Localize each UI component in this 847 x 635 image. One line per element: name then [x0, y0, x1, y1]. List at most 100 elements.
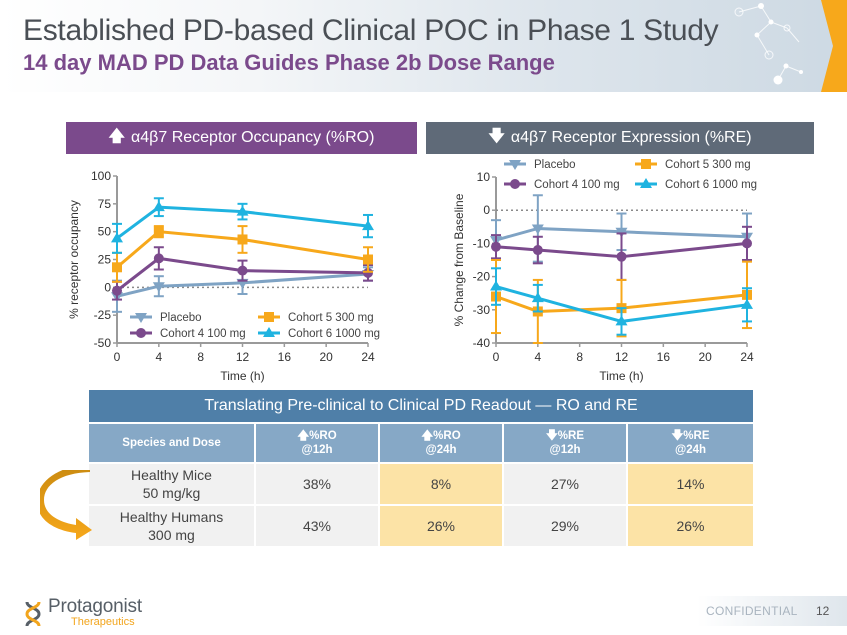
value-cell-highlighted: 26% [628, 506, 753, 548]
y-tick-label: -25 [94, 308, 112, 322]
series-line [116, 205, 369, 240]
series-line [495, 285, 748, 323]
re-chart: -40 -30 -20 -10 0 10 0 4 8 12 16 20 24 Time (h) % Chan… [452, 159, 757, 383]
y-tick-label: -50 [94, 336, 112, 350]
re-panel-header: 🡇 α4β7 Receptor Expression (%RE) [426, 122, 814, 154]
re-panel-label: α4β7 Receptor Expression (%RE) [510, 129, 752, 146]
data-point [531, 292, 544, 303]
x-tick-label: 20 [319, 350, 333, 364]
data-point [742, 238, 752, 249]
ro-panel-label: α4β7 Receptor Occupancy (%RO) [131, 129, 375, 146]
data-point [490, 280, 502, 291]
value-cell-highlighted: 26% [380, 506, 504, 548]
orange-chevron-decoration [821, 0, 847, 92]
data-point [111, 232, 123, 243]
data-point [236, 205, 249, 216]
x-axis-title: Time (h) [220, 369, 264, 383]
curved-arrow-icon [40, 470, 92, 540]
value-cell: 38% [256, 464, 380, 506]
y-tick-label: -30 [473, 303, 491, 317]
data-point [152, 201, 165, 212]
legend-label: Cohort 4 100 mg [534, 179, 620, 191]
x-tick-label: 4 [534, 350, 541, 364]
data-point [237, 265, 248, 276]
series-cohort5 [112, 225, 373, 283]
arrow-down-icon: 🡇 [488, 127, 505, 145]
y-tick-label: 0 [104, 280, 111, 294]
legend-marker [264, 312, 274, 322]
data-point [237, 234, 248, 245]
page-subtitle: 14 day MAD PD Data Guides Phase 2b Dose … [23, 50, 555, 75]
molecule-decoration-icon [734, 3, 803, 85]
ro-chart: -50 -25 0 25 50 75 100 0 4 8 12 16 20 24 Time (h) % rec… [67, 169, 380, 383]
header-ro-24h: 🡅%RO @24h [380, 424, 504, 464]
value-cell-highlighted: 14% [628, 464, 753, 506]
table-header-row: Species and Dose 🡅%RO @12h 🡅%RO @24h 🡇%RE @… [89, 424, 753, 464]
series-line [116, 230, 369, 269]
legend-label: Cohort 6 1000 mg [288, 328, 380, 340]
series-cohort6 [111, 197, 374, 254]
company-logo: Protagonist Therapeutics [18, 596, 178, 630]
legend-label: Cohort 5 300 mg [665, 159, 751, 171]
x-tick-label: 8 [576, 350, 583, 364]
x-tick-label: 16 [657, 350, 671, 364]
arrow-up-icon: 🡅 [108, 127, 125, 145]
data-point [491, 241, 501, 252]
table-row: Healthy Mice 50 mg/kg 38% 8% 27% 14% [89, 464, 753, 506]
data-point [363, 267, 373, 278]
series-cohort6 [490, 267, 753, 336]
y-tick-label: -40 [473, 336, 491, 350]
y-tick-label: 10 [477, 170, 491, 184]
y-axis-title: % receptor occupancy [67, 200, 81, 319]
data-point [112, 262, 122, 273]
data-point [153, 253, 164, 264]
translation-table: Translating Pre-clinical to Clinical PD … [89, 390, 753, 548]
value-cell: 29% [504, 506, 628, 548]
x-tick-label: 12 [615, 350, 629, 364]
legend-marker [641, 159, 651, 169]
x-tick-label: 8 [197, 350, 204, 364]
data-point [531, 224, 544, 235]
y-tick-label: 50 [98, 225, 112, 239]
page-number: 12 [816, 604, 830, 618]
x-tick-label: 12 [236, 350, 250, 364]
series-line [495, 226, 748, 242]
x-axis-title: Time (h) [599, 369, 643, 383]
dna-logo-icon [25, 601, 41, 627]
series-line [116, 256, 369, 292]
data-point [362, 220, 374, 231]
y-tick-label: 0 [483, 203, 490, 217]
value-cell-highlighted: 8% [380, 464, 504, 506]
table-title: Translating Pre-clinical to Clinical PD … [89, 390, 753, 424]
legend-marker [509, 160, 521, 170]
header-species-dose: Species and Dose [89, 424, 256, 464]
chart-legend: Placebo Cohort 5 300 mg Cohort 4 100 mg Coh… [504, 159, 757, 191]
y-tick-label: 100 [91, 169, 111, 183]
y-tick-label: 75 [98, 197, 112, 211]
data-point [532, 245, 543, 256]
legend-marker [263, 327, 275, 337]
x-tick-label: 24 [361, 350, 375, 364]
legend-label: Placebo [534, 159, 576, 171]
x-tick-label: 24 [740, 350, 754, 364]
data-point [363, 254, 373, 265]
logo-subtitle: Therapeutics [71, 616, 135, 628]
value-cell: 43% [256, 506, 380, 548]
series-line [116, 272, 369, 298]
chart-legend: Placebo Cohort 5 300 mg Cohort 4 100 mg Coh… [130, 312, 380, 340]
species-dose-cell: Healthy Humans 300 mg [89, 506, 256, 548]
header-banner [0, 0, 847, 92]
data-point [112, 285, 122, 296]
legend-label: Cohort 6 1000 mg [665, 179, 757, 191]
data-point [153, 226, 164, 237]
header-re-12h: 🡇%RE @12h [504, 424, 628, 464]
page-title: Established PD-based Clinical POC in Pha… [23, 14, 719, 47]
y-tick-label: -10 [473, 236, 491, 250]
legend-marker [510, 179, 520, 189]
footer-bar [697, 596, 847, 626]
x-tick-label: 0 [493, 350, 500, 364]
x-tick-label: 4 [155, 350, 162, 364]
y-tick-label: 25 [98, 253, 112, 267]
y-tick-label: -20 [473, 270, 491, 284]
x-tick-label: 0 [114, 350, 121, 364]
